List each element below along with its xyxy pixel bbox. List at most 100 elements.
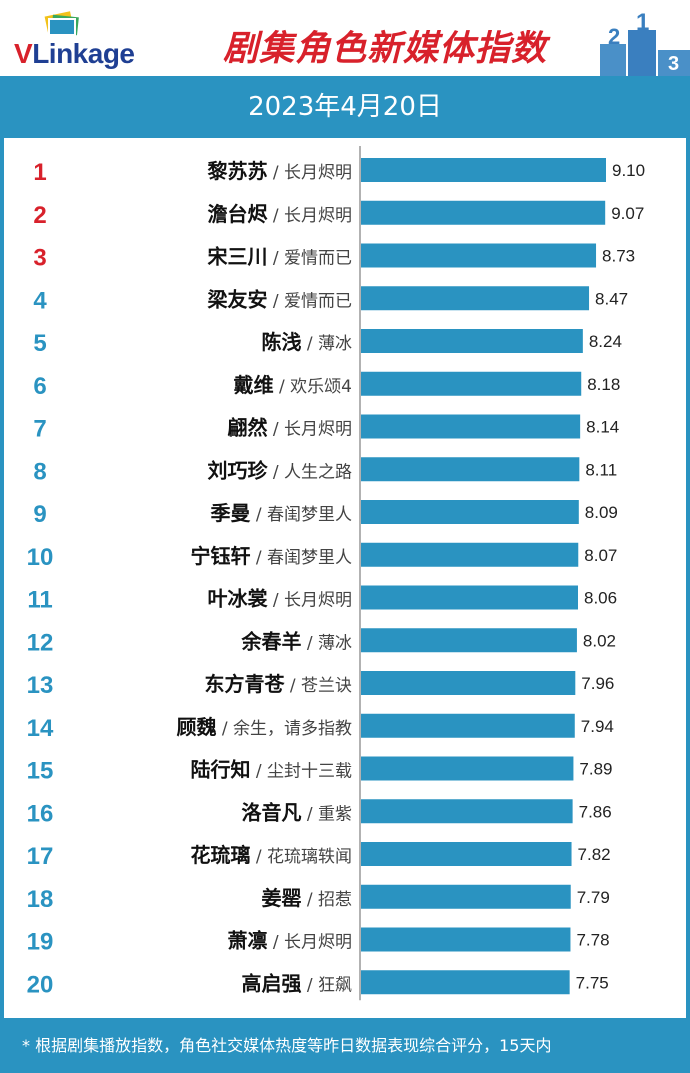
- show-name: / 薄冰: [301, 334, 352, 354]
- rank-number: 5: [33, 330, 46, 357]
- chart-panel: [0, 138, 690, 1018]
- rank-number: 20: [27, 971, 54, 998]
- rank-number: 9: [33, 501, 46, 528]
- row-label: 黎苏苏 / 长月烬明: [207, 159, 352, 183]
- show-name: / 欢乐颂4: [274, 377, 352, 397]
- logo-wordmark: VLinkage: [14, 38, 135, 69]
- footnote: * 根据剧集播放指数，角色社交媒体热度等昨日数据表现综合评分，15天内: [22, 1036, 552, 1055]
- data-bar: [361, 414, 581, 439]
- data-bar: [361, 243, 597, 268]
- row-label: 季曼 / 春闺梦里人: [209, 501, 352, 525]
- show-name: / 狂飙: [301, 975, 352, 995]
- character-name: 余春羊: [240, 629, 301, 653]
- value-label: 7.94: [581, 717, 614, 736]
- rank-number: 18: [27, 886, 54, 913]
- data-bar: [361, 500, 579, 524]
- row-label: 戴维 / 欢乐颂4: [234, 373, 352, 397]
- row-label: 洛音凡 / 重紫: [241, 800, 352, 824]
- value-label: 8.14: [586, 418, 619, 437]
- character-name: 澹台烬: [207, 202, 268, 226]
- data-bar: [361, 200, 606, 225]
- character-name: 叶冰裳: [207, 587, 268, 611]
- show-name: / 重紫: [301, 804, 352, 824]
- podium-digit-2: 2: [608, 24, 620, 49]
- show-name: / 春闺梦里人: [250, 548, 352, 568]
- rank-number: 7: [33, 416, 46, 443]
- rank-number: 6: [33, 373, 46, 400]
- data-bar: [361, 970, 570, 995]
- vlinkage-logo: VLinkage: [8, 10, 158, 70]
- character-name: 高启强: [241, 971, 301, 995]
- data-bar: [361, 628, 577, 653]
- rank-number: 11: [27, 587, 52, 614]
- character-name: 顾魏: [176, 715, 216, 739]
- data-bar: [361, 158, 606, 182]
- logo-cards-icon: [44, 11, 79, 36]
- show-name: / 长月烬明: [267, 933, 352, 953]
- rank-number: 16: [27, 800, 54, 827]
- character-name: 季曼: [209, 501, 250, 525]
- header: VLinkage 剧集角色新媒体指数 2 1 3: [0, 0, 690, 76]
- character-name: 姜罂: [261, 886, 301, 910]
- value-label: 9.10: [612, 161, 645, 180]
- show-name: / 余生，请多指教: [216, 719, 352, 739]
- show-name: / 长月烬明: [267, 420, 352, 440]
- rank-number: 14: [27, 715, 54, 742]
- value-label: 7.86: [579, 802, 612, 821]
- data-bar: [361, 457, 580, 482]
- row-label: 刘巧珍 / 人生之路: [207, 458, 352, 482]
- show-name: / 尘封十三载: [250, 762, 352, 782]
- show-name: / 花琉璃轶闻: [250, 847, 352, 867]
- value-label: 8.24: [589, 332, 622, 351]
- show-name: / 长月烬明: [267, 591, 352, 611]
- row-label: 翩然 / 长月烬明: [227, 416, 352, 440]
- ranking-bar-chart: 1 黎苏苏 / 长月烬明 9.10 2 澹台烬 / 长月烬明 9.07 3 宋三川 / 爱情而…: [27, 146, 645, 1001]
- character-name: 花琉璃: [190, 843, 250, 867]
- show-name: / 人生之路: [267, 462, 352, 482]
- character-name: 翩然: [227, 416, 267, 440]
- row-label: 澹台烬 / 长月烬明: [207, 202, 352, 226]
- data-bar: [361, 799, 573, 824]
- data-bar: [361, 713, 575, 738]
- data-bar: [361, 842, 572, 866]
- show-name: / 爱情而已: [267, 249, 352, 269]
- rank-number: 15: [27, 758, 54, 785]
- character-name: 萧凛: [227, 929, 267, 953]
- value-label: 7.96: [581, 674, 614, 693]
- character-name: 宁钰轩: [190, 544, 250, 568]
- row-label: 萧凛 / 长月烬明: [227, 929, 352, 953]
- value-label: 8.73: [602, 247, 635, 266]
- value-label: 8.06: [584, 589, 617, 608]
- show-name: / 长月烬明: [267, 206, 352, 226]
- character-name: 东方青苍: [204, 672, 285, 696]
- data-bar: [361, 756, 574, 781]
- data-bar: [361, 927, 571, 952]
- value-label: 8.18: [587, 375, 620, 394]
- data-bar: [361, 884, 571, 909]
- row-label: 高启强 / 狂飙: [241, 971, 352, 995]
- rank-number: 4: [33, 287, 47, 314]
- row-label: 余春羊 / 薄冰: [240, 629, 352, 653]
- character-name: 陈浅: [261, 330, 301, 354]
- show-name: / 长月烬明: [267, 163, 352, 183]
- podium-digit-3: 3: [668, 53, 679, 75]
- row-label: 叶冰裳 / 长月烬明: [207, 587, 352, 611]
- value-label: 8.02: [583, 631, 616, 650]
- rank-number: 3: [33, 245, 46, 272]
- value-label: 8.09: [585, 503, 618, 522]
- footer-banner: * 根据剧集播放指数，角色社交媒体热度等昨日数据表现综合评分，15天内: [0, 1018, 690, 1073]
- show-name: / 爱情而已: [267, 291, 352, 311]
- row-label: 陈浅 / 薄冰: [261, 330, 352, 354]
- data-bar: [361, 542, 579, 567]
- data-bar: [361, 671, 576, 695]
- character-name: 陆行知: [190, 758, 250, 782]
- row-label: 宁钰轩 / 春闺梦里人: [190, 544, 352, 568]
- character-name: 黎苏苏: [207, 159, 267, 183]
- value-label: 7.78: [576, 931, 609, 950]
- data-bar: [361, 371, 582, 396]
- value-label: 8.47: [595, 289, 628, 308]
- podium-digit-1: 1: [636, 9, 649, 36]
- character-name: 梁友安: [206, 287, 267, 311]
- value-label: 7.82: [578, 845, 611, 864]
- row-label: 东方青苍 / 苍兰诀: [204, 672, 352, 696]
